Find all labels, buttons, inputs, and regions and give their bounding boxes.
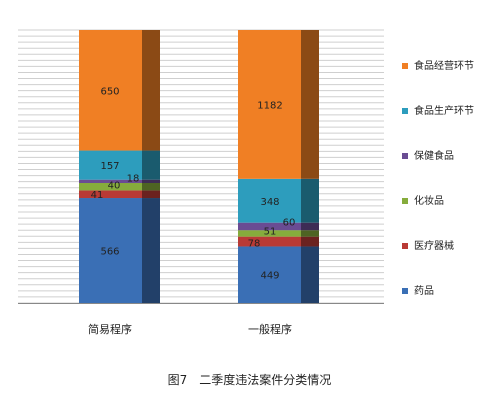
legend-label: 食品生产环节 [414,106,474,117]
data-label: 1182 [257,100,282,111]
legend-item: 保健食品 [402,150,454,164]
bar-segment-side [301,230,319,237]
legend-swatch [402,243,408,249]
bar-segment-side [301,246,319,303]
bar-segment-side [301,236,319,247]
bar-segment [238,236,301,247]
bar-segment-side [142,30,160,151]
legend-swatch [402,153,408,159]
legend-label: 药品 [414,286,434,297]
data-label: 348 [260,197,279,208]
data-label: 449 [260,271,279,282]
legend-label: 化妆品 [414,196,444,207]
data-label: 157 [100,161,119,172]
bar-segment [79,198,142,303]
bar-segment [79,30,142,151]
legend-item: 医疗器械 [402,240,454,254]
legend-swatch [402,288,408,294]
legend-label: 医疗器械 [414,241,454,252]
bar-segment [238,246,301,303]
legend-label: 食品经营环节 [414,61,474,72]
data-label: 41 [91,190,104,201]
bar-segment [79,179,142,184]
bar-segment-side [142,183,160,191]
data-label: 650 [100,86,119,97]
legend-item: 药品 [402,285,434,299]
x-tick-label: 一般程序 [248,322,292,336]
data-label: 18 [127,173,140,184]
data-label: 78 [248,239,261,250]
data-label: 60 [283,217,296,228]
bar-segment [238,230,301,237]
bar-segment-side [142,190,160,199]
bar-segment-side [142,198,160,303]
data-label: 40 [108,181,121,192]
bar-segment-side [142,150,160,180]
bar-segment-side [301,30,319,179]
legend-swatch [402,198,408,204]
bar-segment [238,178,301,223]
legend-swatch [402,63,408,69]
x-tick-label: 简易程序 [88,322,132,336]
legend-item: 食品生产环节 [402,105,474,119]
bar-segment-side [301,178,319,223]
legend-label: 保健食品 [414,151,454,162]
bar-segment [238,30,301,179]
bar-segment [79,183,142,191]
bar-segment [238,222,301,231]
bar-segment-side [301,222,319,231]
data-label: 566 [100,247,119,258]
legend-item: 食品经营环节 [402,60,474,74]
bar-segment [79,190,142,199]
chart-caption: 图7 二季度违法案件分类情况 [167,373,332,387]
legend-item: 化妆品 [402,195,444,209]
bar-segment-side [142,179,160,184]
data-label: 51 [264,226,277,237]
bar-segment [79,150,142,180]
legend-swatch [402,108,408,114]
